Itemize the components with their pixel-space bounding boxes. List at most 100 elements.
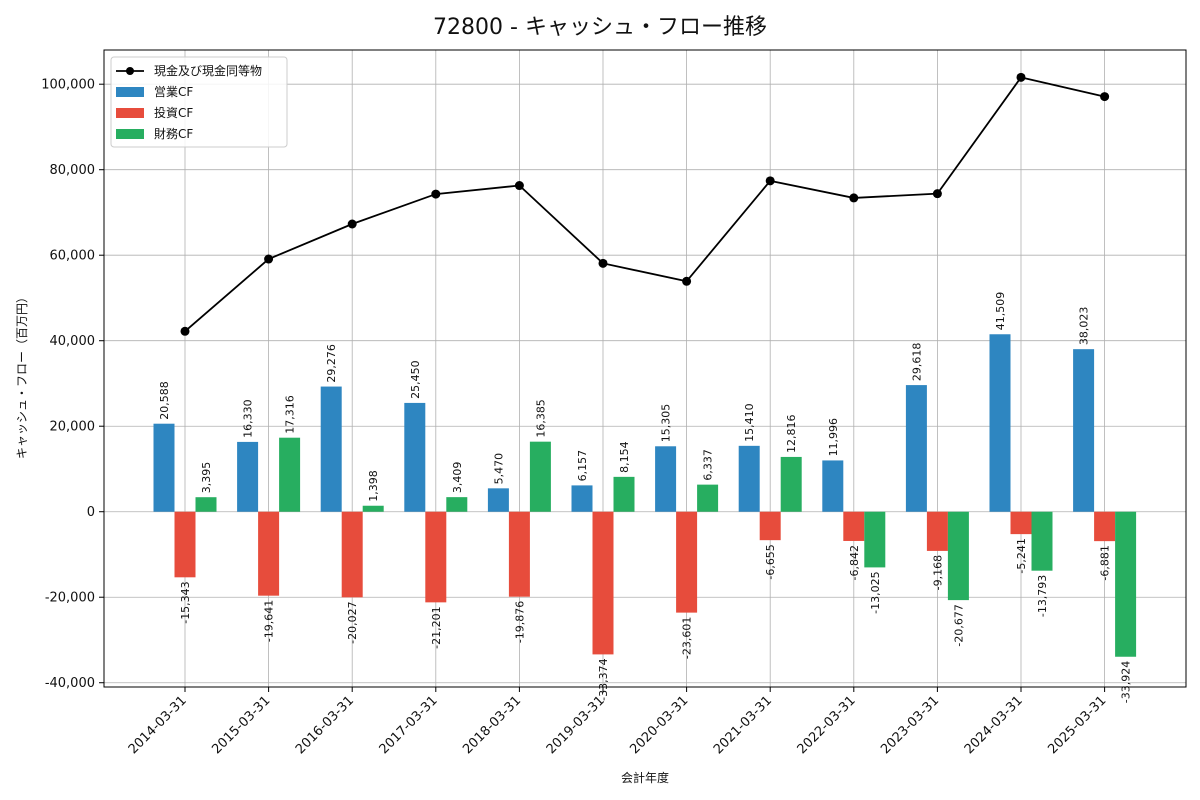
bar-value-label: 29,276 [325,344,338,383]
bar-value-label: 20,588 [158,381,171,420]
bar-value-label: 41,509 [994,292,1007,331]
bar [279,437,301,512]
bar-value-label: 15,305 [660,404,673,443]
bar-value-label: 16,385 [534,399,547,438]
bar-value-label: 6,157 [576,450,589,482]
plot-frame [103,49,1187,688]
bar-value-label: 12,816 [785,414,798,453]
bar-value-label: 25,450 [409,360,422,399]
y-tick-label: 60,000 [50,249,96,264]
legend-label: 財務CF [154,126,193,141]
x-tick-label: 2025-03-31 [1045,693,1109,757]
y-tick-label: -40,000 [45,676,95,691]
legend-label: 現金及び現金同等物 [154,63,262,78]
legend-box [110,56,288,148]
bar [947,511,969,601]
bar-value-label: -23,601 [681,617,694,659]
cash-point [932,189,942,199]
bar [446,497,468,512]
bar-value-label: 3,395 [200,462,213,494]
bar [425,511,447,603]
legend-bar-swatch [116,87,144,97]
cash-point [347,219,357,229]
bar [1073,349,1095,512]
cash-point [264,254,274,264]
bar-value-label: 11,996 [827,418,840,457]
y-tick-label: 40,000 [50,334,96,349]
bar-value-label: 5,470 [492,453,505,485]
y-tick-label: 20,000 [50,420,96,435]
bar-value-label: -15,343 [179,581,192,623]
bar [864,511,886,568]
cash-point [765,176,775,186]
bar-value-label: -33,374 [597,658,610,700]
bar-value-label: -21,201 [430,606,443,648]
bar [926,511,948,551]
bar-value-label: -20,677 [952,604,965,646]
legend-label: 投資CF [154,105,193,120]
x-tick-label: 2018-03-31 [460,693,524,757]
bar [153,423,175,512]
bar [1115,511,1137,657]
x-axis-label: 会計年度 [621,770,669,785]
bar-value-label: 3,409 [451,462,464,494]
x-tick-label: 2022-03-31 [795,693,859,757]
bar [341,511,363,598]
x-tick-label: 2021-03-31 [711,693,775,757]
bar [676,511,698,613]
bar-value-label: 29,618 [910,343,923,382]
cash-point [1100,92,1110,102]
y-tick-label: -20,000 [45,591,95,606]
bar-value-label: -19,876 [513,601,526,643]
bar [843,511,865,541]
bar [613,476,635,512]
bar-value-label: -5,241 [1015,538,1028,573]
bar-value-label: 15,410 [743,403,756,442]
y-axis-label: キャッシュ・フロー（百万円） [15,291,29,459]
bar [529,441,551,512]
cash-line [180,72,1110,336]
bars [153,334,1137,657]
legend-label: 営業CF [154,85,193,99]
bar [174,511,196,578]
bar-value-label: 1,398 [367,470,380,502]
y-tick-label: 0 [87,505,95,520]
bar [320,386,342,512]
bar-value-label: -20,027 [346,601,359,643]
bar [592,511,614,655]
legend-marker [126,67,134,75]
bar-value-label: -13,793 [1036,575,1049,617]
x-tick-label: 2020-03-31 [627,693,691,757]
bar-value-label: -6,655 [764,544,777,579]
bar-value-label: -6,881 [1099,545,1112,580]
x-tick-label: 2014-03-31 [126,693,190,757]
y-axis: -40,000 -20,000 0 20,000 40,000 60,000 80,000 1… [41,78,104,691]
bar-value-label: -6,842 [848,545,861,580]
bar [258,511,280,596]
bar [822,460,844,512]
bar [404,402,426,512]
bar [697,484,719,512]
bar [1031,511,1053,571]
x-tick-label: 2024-03-31 [962,693,1026,757]
x-tick-label: 2023-03-31 [878,693,942,757]
bar [362,505,384,512]
x-tick-label: 2016-03-31 [293,693,357,757]
bar-labels: 20,588 16,330 29,276 25,450 5,470 6,157 15,305… [158,292,1133,703]
cash-point [431,189,441,199]
cash-point [1016,72,1026,82]
y-tick-label: 100,000 [41,78,95,93]
x-tick-label: 2019-03-31 [544,693,608,757]
bar [508,511,530,597]
cash-point [682,276,692,286]
x-tick-label: 2017-03-31 [377,693,441,757]
bar-value-label: 6,337 [702,449,715,481]
bar-value-label: 38,023 [1078,307,1091,346]
cash-point [849,193,859,203]
legend-bar-swatch [116,129,144,139]
bar-value-label: -19,641 [263,600,276,642]
bar [905,385,927,512]
bar [759,511,781,541]
bar-value-label: 16,330 [242,399,255,438]
